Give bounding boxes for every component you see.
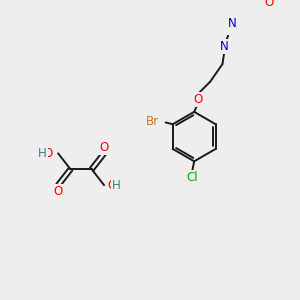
Text: O: O: [264, 0, 274, 9]
Text: O: O: [44, 147, 53, 160]
Text: O: O: [99, 141, 109, 154]
Text: N: N: [220, 40, 229, 53]
Text: O: O: [108, 179, 117, 192]
Text: O: O: [53, 185, 63, 198]
Text: H: H: [112, 179, 121, 192]
Text: N: N: [228, 17, 237, 30]
Text: Br: Br: [146, 115, 159, 128]
Text: H: H: [38, 147, 46, 160]
Text: Cl: Cl: [187, 171, 198, 184]
Text: O: O: [193, 93, 202, 106]
